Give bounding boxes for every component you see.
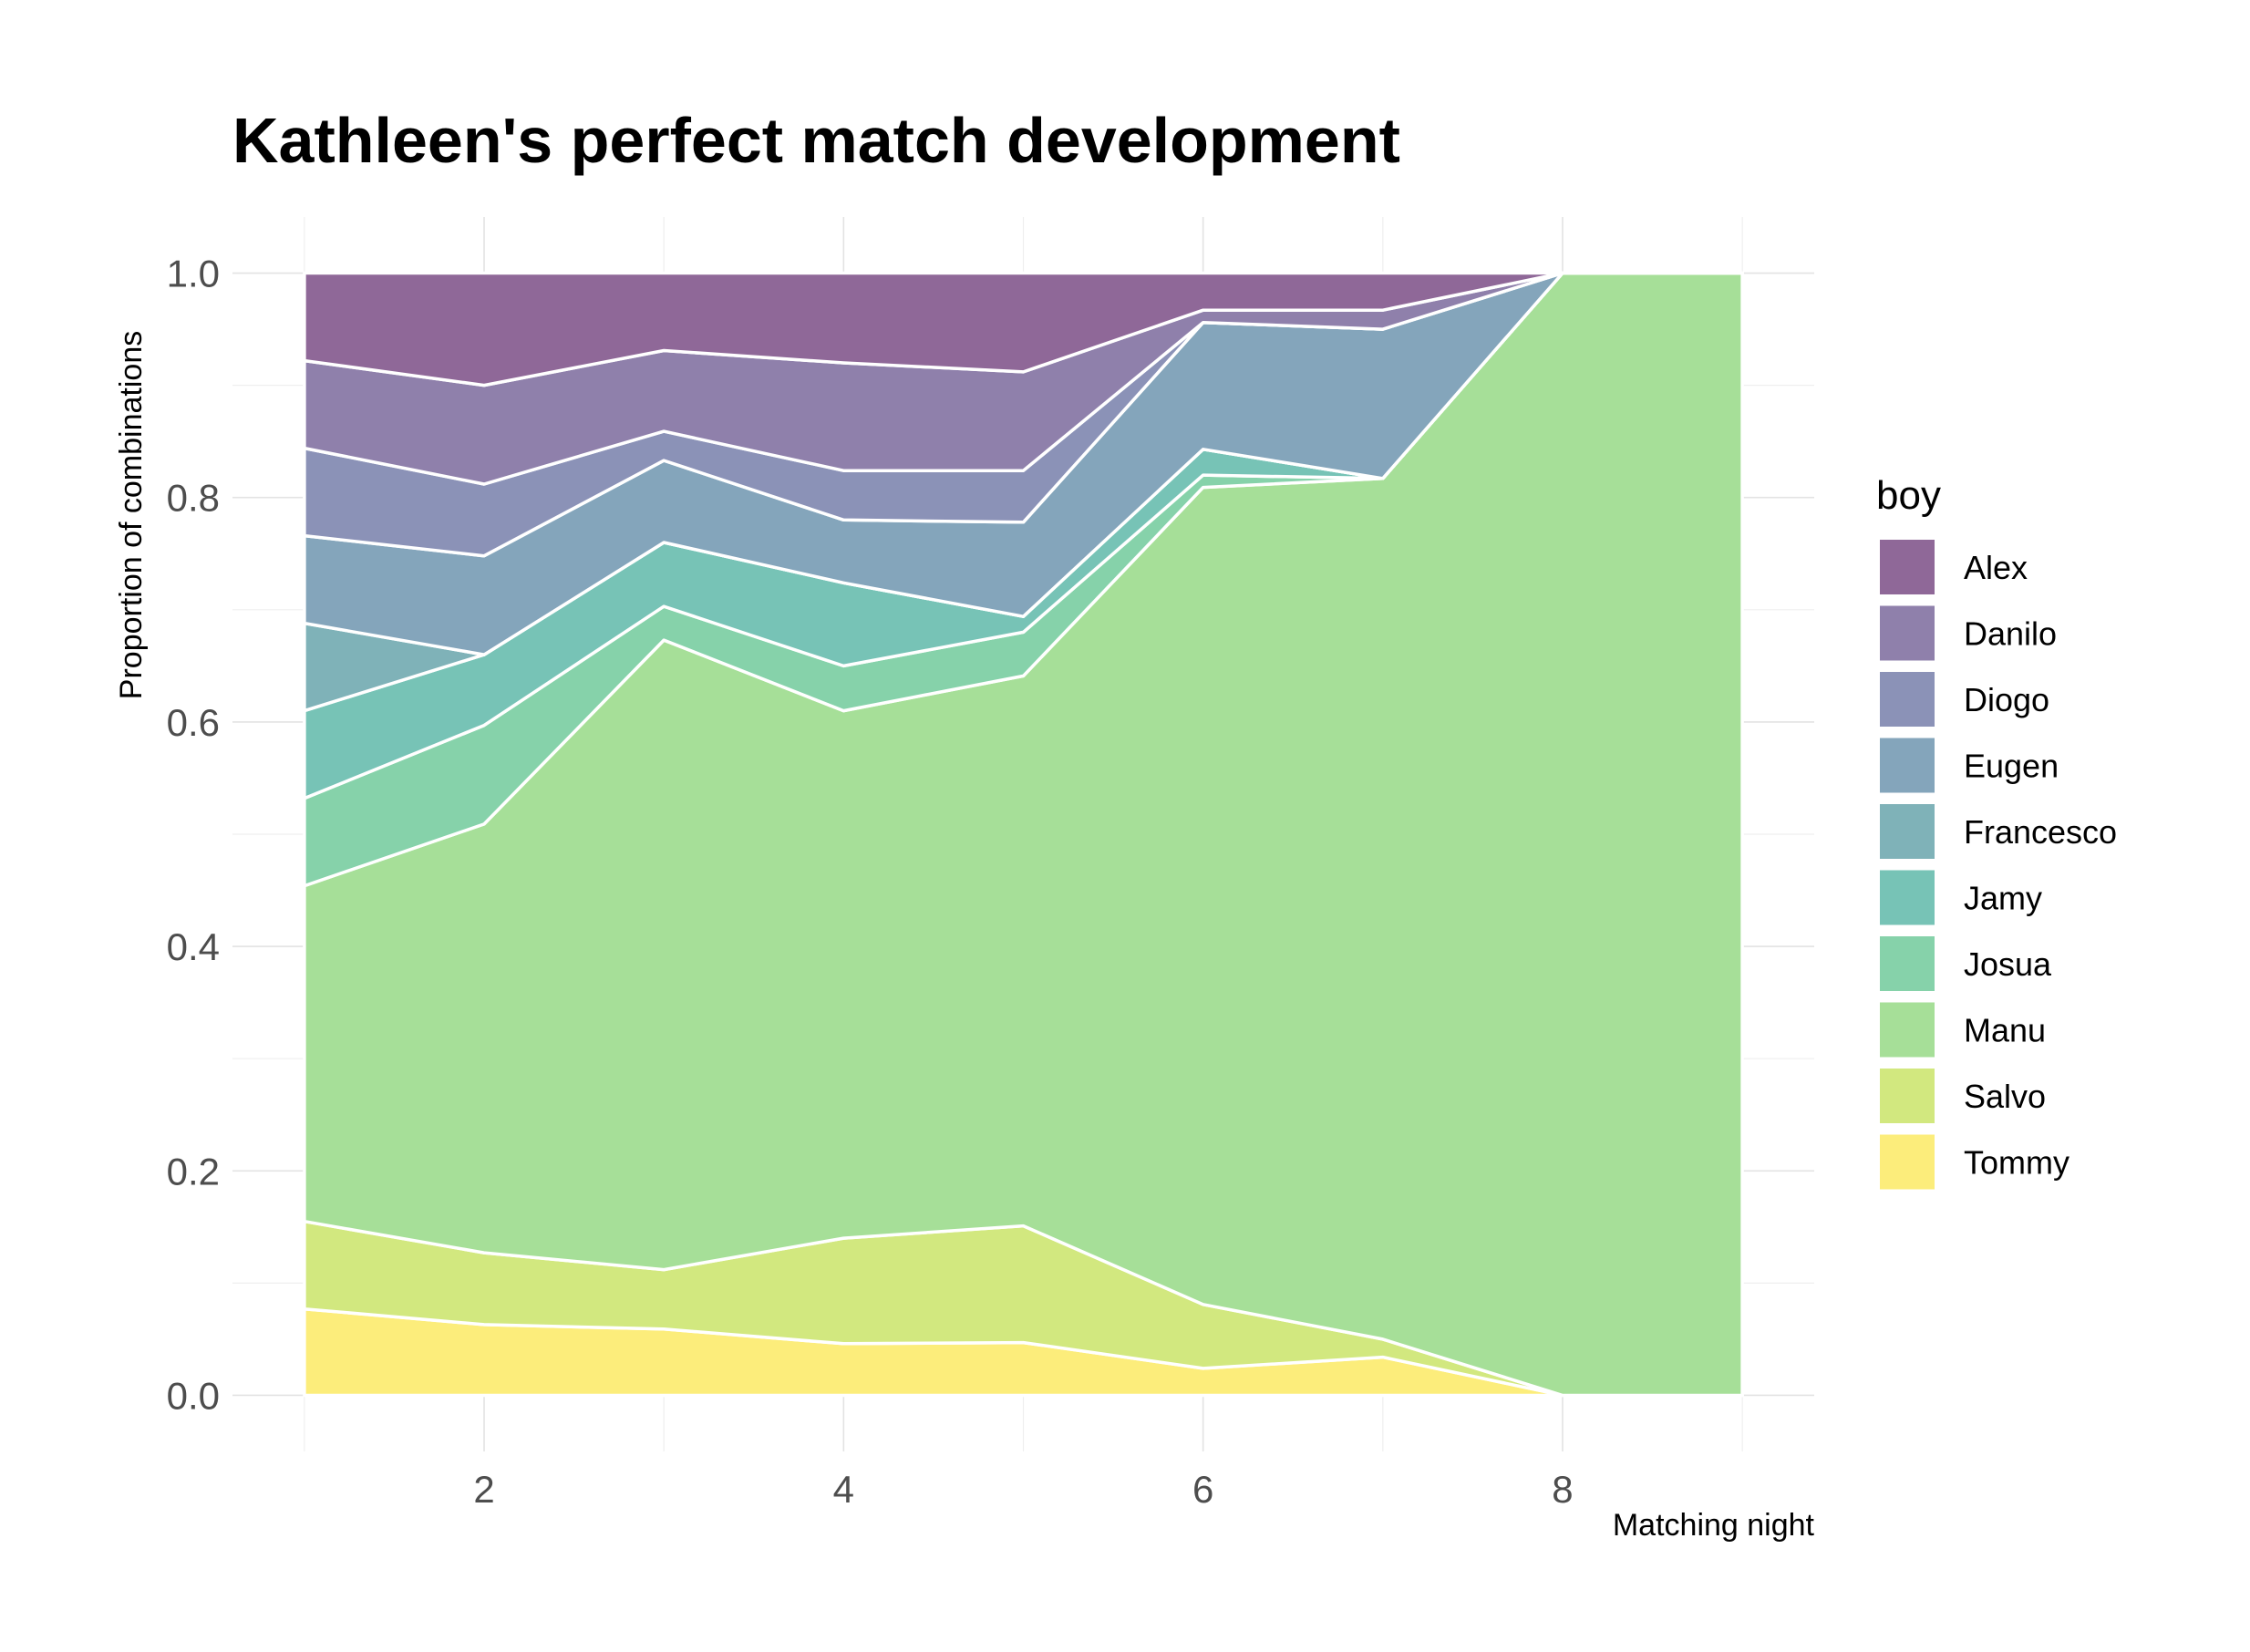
y-axis-ticks: 0.0 0.2 0.4 0.6 0.8 1.0	[167, 253, 220, 1418]
legend-label-francesco: Francesco	[1964, 813, 2117, 851]
legend-key-alex	[1880, 540, 1935, 594]
y-tick-label: 0.4	[167, 925, 220, 968]
legend-label-jamy: Jamy	[1964, 880, 2042, 917]
y-tick-label: 0.2	[167, 1150, 220, 1193]
x-axis-ticks: 2 4 6 8	[473, 1468, 1573, 1511]
y-tick-label: 0.0	[167, 1374, 220, 1417]
legend-label-diogo: Diogo	[1964, 681, 2049, 718]
legend-key-danilo	[1880, 605, 1935, 661]
legend-label-manu: Manu	[1964, 1012, 2046, 1049]
x-tick-label: 2	[473, 1468, 494, 1511]
legend-key-josua	[1880, 936, 1935, 991]
chart-title: Kathleen's perfect match development	[232, 105, 1400, 176]
legend-label-danilo: Danilo	[1964, 615, 2057, 653]
legend-key-tommy	[1880, 1134, 1935, 1190]
legend-label-eugen: Eugen	[1964, 748, 2059, 785]
legend: Alex Danilo Diogo Eugen Francesco Jamy Josua Ma…	[1880, 540, 2117, 1190]
legend-key-salvo	[1880, 1069, 1935, 1123]
legend-label-josua: Josua	[1964, 945, 2052, 983]
legend-key-jamy	[1880, 870, 1935, 925]
x-tick-label: 8	[1552, 1468, 1573, 1511]
legend-label-salvo: Salvo	[1964, 1078, 2046, 1115]
legend-key-manu	[1880, 1002, 1935, 1058]
legend-title: boy	[1876, 473, 1941, 518]
legend-label-alex: Alex	[1964, 549, 2028, 586]
x-tick-label: 4	[833, 1468, 854, 1511]
area-alex	[303, 271, 1744, 387]
area-layers	[303, 271, 1744, 1398]
y-axis-title: Proportion of combinations	[114, 331, 149, 699]
x-tick-label: 6	[1192, 1468, 1213, 1511]
legend-key-diogo	[1880, 672, 1935, 727]
x-axis-title: Matching night	[1613, 1508, 1815, 1543]
y-tick-label: 1.0	[167, 253, 220, 295]
y-tick-label: 0.6	[167, 701, 220, 744]
legend-key-eugen	[1880, 738, 1935, 793]
y-tick-label: 0.8	[167, 477, 220, 520]
legend-key-francesco	[1880, 804, 1935, 859]
legend-label-tommy: Tommy	[1964, 1144, 2069, 1182]
